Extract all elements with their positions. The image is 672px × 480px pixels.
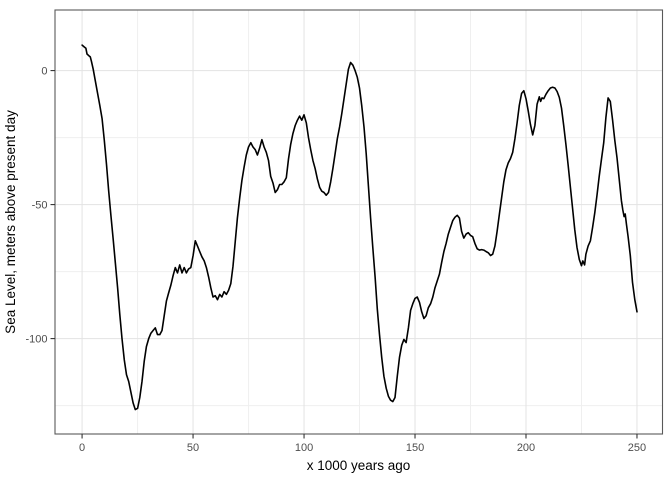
- y-axis-title: Sea Level, meters above present day: [3, 110, 18, 334]
- x-tick-label: 250: [628, 442, 646, 454]
- axis-ticks: 0 50 100 150 200 250 0 -50 -100: [25, 65, 646, 454]
- y-tick-label: -100: [25, 333, 47, 345]
- x-tick-label: 200: [517, 442, 535, 454]
- y-tick-label: -50: [32, 199, 48, 211]
- x-tick-label: 100: [295, 442, 313, 454]
- x-tick-label: 50: [187, 442, 199, 454]
- x-tick-label: 0: [79, 442, 85, 454]
- y-tick-label: 0: [41, 65, 47, 77]
- gridlines: [55, 10, 663, 434]
- plot-panel-border: [54, 9, 664, 435]
- x-axis-title: x 1000 years ago: [307, 458, 411, 473]
- x-tick-label: 150: [406, 442, 424, 454]
- sea-level-line: [81, 44, 638, 411]
